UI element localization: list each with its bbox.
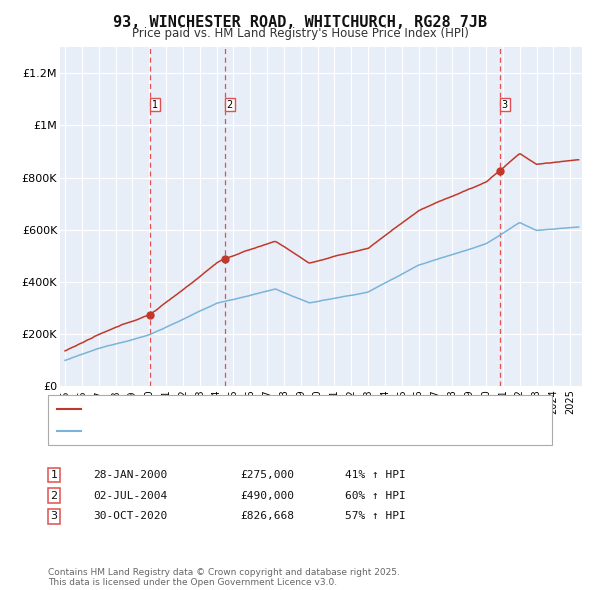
Text: HPI: Average price, detached house, Basingstoke and Deane: HPI: Average price, detached house, Basi… bbox=[85, 427, 401, 437]
Text: 1: 1 bbox=[50, 470, 58, 480]
Text: 1: 1 bbox=[152, 100, 158, 110]
Text: 3: 3 bbox=[50, 512, 58, 521]
Text: 57% ↑ HPI: 57% ↑ HPI bbox=[345, 512, 406, 521]
Text: £275,000: £275,000 bbox=[240, 470, 294, 480]
Text: 2: 2 bbox=[227, 100, 233, 110]
Text: 60% ↑ HPI: 60% ↑ HPI bbox=[345, 491, 406, 500]
Text: Contains HM Land Registry data © Crown copyright and database right 2025.
This d: Contains HM Land Registry data © Crown c… bbox=[48, 568, 400, 587]
Text: £826,668: £826,668 bbox=[240, 512, 294, 521]
Text: 30-OCT-2020: 30-OCT-2020 bbox=[93, 512, 167, 521]
Text: 93, WINCHESTER ROAD, WHITCHURCH, RG28 7JB: 93, WINCHESTER ROAD, WHITCHURCH, RG28 7J… bbox=[113, 15, 487, 30]
Text: 41% ↑ HPI: 41% ↑ HPI bbox=[345, 470, 406, 480]
Text: 3: 3 bbox=[502, 100, 508, 110]
Text: 02-JUL-2004: 02-JUL-2004 bbox=[93, 491, 167, 500]
Text: 28-JAN-2000: 28-JAN-2000 bbox=[93, 470, 167, 480]
Text: 2: 2 bbox=[50, 491, 58, 500]
Text: Price paid vs. HM Land Registry's House Price Index (HPI): Price paid vs. HM Land Registry's House … bbox=[131, 27, 469, 40]
Text: £490,000: £490,000 bbox=[240, 491, 294, 500]
Text: 93, WINCHESTER ROAD, WHITCHURCH, RG28 7JB (detached house): 93, WINCHESTER ROAD, WHITCHURCH, RG28 7J… bbox=[85, 404, 436, 414]
